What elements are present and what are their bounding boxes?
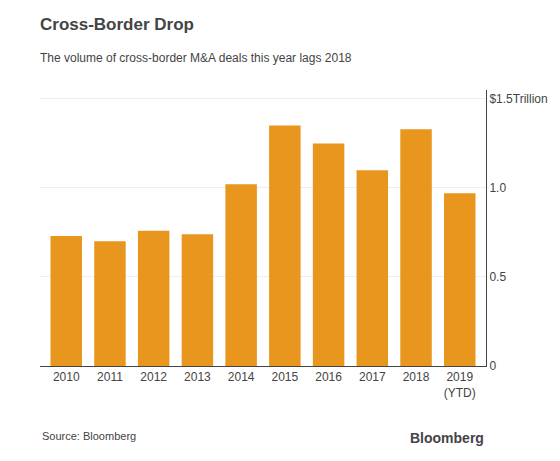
svg-text:0: 0 xyxy=(489,359,496,373)
svg-text:The volume of cross-border M&A: The volume of cross-border M&A deals thi… xyxy=(40,51,352,65)
svg-text:2011: 2011 xyxy=(97,370,123,384)
svg-text:Bloomberg: Bloomberg xyxy=(410,430,484,446)
svg-text:2019(YTD): 2019(YTD) xyxy=(444,370,476,400)
svg-text:Cross-Border Drop: Cross-Border Drop xyxy=(40,15,194,34)
svg-text:2017: 2017 xyxy=(359,370,386,384)
svg-text:2014: 2014 xyxy=(228,370,255,384)
svg-text:2018: 2018 xyxy=(403,370,430,384)
svg-text:2013: 2013 xyxy=(184,370,211,384)
svg-text:1.0: 1.0 xyxy=(489,181,506,195)
svg-text:2012: 2012 xyxy=(140,370,167,384)
svg-text:0.5: 0.5 xyxy=(489,270,506,284)
svg-text:Source: Bloomberg: Source: Bloomberg xyxy=(42,430,136,442)
svg-text:2010: 2010 xyxy=(53,370,80,384)
svg-text:2015: 2015 xyxy=(272,370,299,384)
svg-text:$1.5Trillion: $1.5Trillion xyxy=(489,92,547,106)
svg-text:2016: 2016 xyxy=(315,370,342,384)
